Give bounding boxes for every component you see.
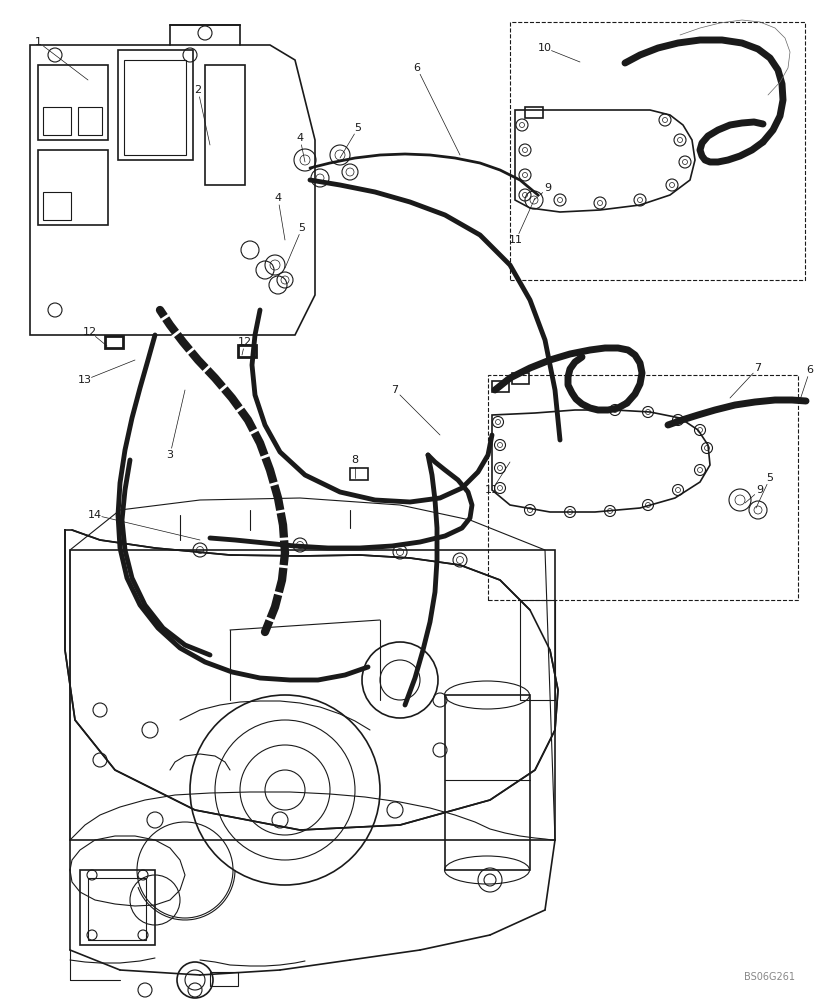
Text: 4: 4 xyxy=(274,193,282,203)
Text: 6: 6 xyxy=(414,63,420,73)
Bar xyxy=(512,373,529,384)
Text: 7: 7 xyxy=(755,363,761,373)
Text: 4: 4 xyxy=(297,133,303,143)
Bar xyxy=(510,22,805,280)
Text: 6: 6 xyxy=(807,365,813,375)
Text: 5: 5 xyxy=(298,223,306,233)
Bar xyxy=(43,107,71,135)
Bar xyxy=(38,150,108,225)
Bar xyxy=(492,381,509,392)
Bar xyxy=(88,878,146,940)
Bar xyxy=(70,550,555,840)
Bar xyxy=(105,336,123,348)
Text: 2: 2 xyxy=(194,85,202,95)
Bar xyxy=(38,65,108,140)
Bar xyxy=(118,50,193,160)
Text: 9: 9 xyxy=(756,485,764,495)
Text: 3: 3 xyxy=(166,450,174,460)
Text: 12: 12 xyxy=(238,337,252,347)
Bar xyxy=(525,107,543,118)
Text: 10: 10 xyxy=(538,43,552,53)
Bar xyxy=(488,375,798,600)
Text: 5: 5 xyxy=(766,473,774,483)
Bar xyxy=(445,695,530,870)
Text: 13: 13 xyxy=(78,375,92,385)
Bar xyxy=(78,107,102,135)
Text: 12: 12 xyxy=(83,327,97,337)
Text: 9: 9 xyxy=(545,183,551,193)
Bar xyxy=(520,600,555,700)
Text: 5: 5 xyxy=(354,123,362,133)
Text: BS06G261: BS06G261 xyxy=(744,972,795,982)
Text: 11: 11 xyxy=(485,485,499,495)
Bar xyxy=(238,345,256,357)
Bar xyxy=(124,60,186,155)
Text: 14: 14 xyxy=(88,510,102,520)
Text: 7: 7 xyxy=(391,385,399,395)
Text: 11: 11 xyxy=(509,235,523,245)
Bar xyxy=(205,65,245,185)
Bar xyxy=(43,192,71,220)
Bar xyxy=(210,972,238,986)
Text: 8: 8 xyxy=(352,455,358,465)
Bar xyxy=(350,468,368,480)
Text: 1: 1 xyxy=(35,37,41,47)
